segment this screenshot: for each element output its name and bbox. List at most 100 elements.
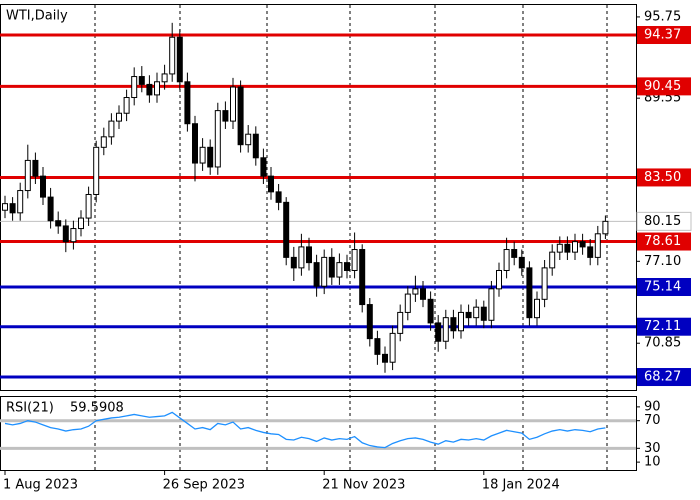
candle-body [2,203,8,211]
candle-body [321,256,328,287]
chart-title: WTI,Daily [6,9,68,24]
candle-body [298,246,305,269]
candle-body [602,220,609,235]
candle-body [123,97,130,114]
candle-body [24,159,31,192]
candle-body [184,81,191,125]
candle-body [169,36,176,75]
current-price-label: 80.15 [644,214,681,229]
candle-body [344,262,350,271]
candle-body [290,256,297,269]
candle-body [473,306,480,319]
candle-body [465,311,472,319]
candle-body [556,243,563,253]
candle-body [306,246,312,264]
rsi-pane [0,396,637,471]
y-tick-label: 77.10 [644,254,681,269]
candle-body [260,157,267,177]
candle-body [328,256,335,278]
candle-body [9,203,16,214]
candle-body [17,190,24,214]
candle-body [131,76,138,99]
candle-body [435,322,442,342]
candle-body [214,110,221,168]
level-label-box [637,317,691,336]
candle-body [397,311,404,334]
candle-body [40,175,46,198]
rsi-title: RSI(21) [6,401,54,416]
level-label: 90.45 [644,79,681,94]
candle-body [442,317,449,342]
candle-body [70,228,77,243]
level-label: 94.37 [644,28,681,43]
rsi-line [4,411,606,449]
candle-body [154,81,160,96]
rsi-tick-label: 30 [644,441,661,456]
candle-body [222,110,229,122]
candle-body [230,86,236,122]
candle-body [47,196,54,222]
candle-body [192,123,198,164]
candle-body [245,133,252,146]
candle-body [161,73,168,83]
candle-body [199,146,206,164]
candle-body [366,304,373,340]
candle-body [541,267,548,300]
candle-body [138,76,145,85]
level-label-box [637,368,691,387]
candle-body [93,146,100,195]
candle-body [564,243,571,253]
candle-body [518,256,525,269]
candle-body [534,298,540,319]
candle-body [108,120,115,138]
rsi-tick-label: 70 [644,413,661,428]
candle-body [526,267,533,319]
candle-body [503,249,510,271]
candle-body [55,220,62,227]
candle-body [78,217,84,230]
candle-body [579,241,586,248]
level-label: 72.11 [644,319,681,334]
candle-body [146,83,153,96]
candle-body [85,193,92,219]
candle-body [268,175,274,193]
level-label: 78.61 [644,234,681,249]
x-tick-label: 1 Aug 2023 [3,478,78,493]
rsi-tick-label: 10 [644,455,661,470]
current-price-box [636,211,692,231]
candle-body [549,251,556,269]
candle-body [359,249,366,306]
candle-body [351,249,358,271]
candle-body [480,306,487,321]
candle-body [382,353,388,363]
x-tick-label: 26 Sep 2023 [163,478,245,493]
candle-body [587,246,594,258]
candle-body [100,136,107,148]
level-label-box [637,232,691,251]
candle-body [412,288,419,295]
candle-body [283,201,290,258]
level-label: 75.14 [644,280,681,295]
level-label: 68.27 [644,370,681,385]
y-tick-label: 95.75 [644,9,681,24]
candle-body [252,133,259,159]
candle-body [496,269,502,290]
candle-body [374,338,381,355]
x-tick-label: 18 Jan 2024 [482,478,560,493]
candle-body [420,288,426,300]
candle-body [594,233,601,258]
candle-body [427,298,434,324]
main-pane [0,4,637,391]
candle-body [313,262,320,287]
x-tick-label: 21 Nov 2023 [322,478,405,493]
rsi-value: 59.5908 [70,401,124,416]
candle-body [336,262,343,278]
candle-body [458,311,464,332]
rsi-tick-label: 90 [644,399,661,414]
level-label-box [637,77,691,96]
candle-body [572,241,578,253]
candle-body [450,317,457,332]
level-label-box [637,26,691,45]
candle-body [116,112,122,122]
